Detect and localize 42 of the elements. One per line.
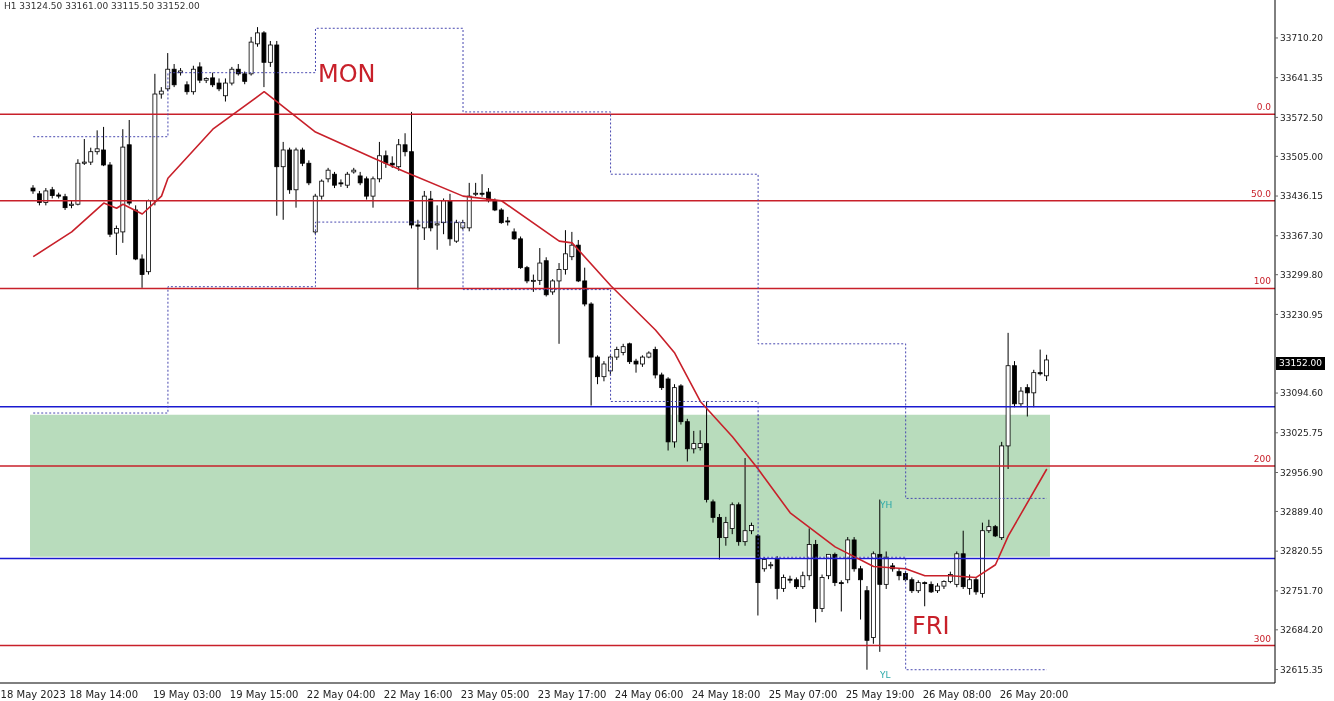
y-tick-label: 32684.20: [1280, 625, 1324, 636]
x-tick-label: 22 May 16:00: [383, 689, 453, 701]
text: 33152.00: [1276, 357, 1325, 370]
y-tick-label: 32889.40: [1280, 506, 1324, 517]
x-tick-label: 25 May 07:00: [768, 689, 838, 701]
y-tick-label: 33436.15: [1280, 191, 1323, 202]
y-tick-label: 32615.35: [1280, 664, 1323, 675]
y-tick-label: 32751.70: [1280, 586, 1324, 597]
y-tick-label: 32956.90: [1280, 467, 1324, 478]
y-tick-label: 33572.50: [1280, 112, 1324, 123]
x-tick-label: 23 May 05:00: [460, 689, 530, 701]
annotation: FRI: [912, 612, 950, 640]
x-tick-label: 26 May 08:00: [922, 689, 992, 701]
y-tick-label: 33505.00: [1280, 151, 1324, 162]
annotation: 100: [1253, 276, 1271, 287]
y-tick-label: 32820.55: [1280, 546, 1323, 557]
annotation: YL: [880, 670, 891, 680]
y-tick-label: 33299.80: [1280, 269, 1324, 280]
y-tick-label: 33641.35: [1280, 72, 1323, 83]
x-tick-label: 18 May 14:00: [69, 689, 139, 701]
y-tick-label: 33025.75: [1280, 427, 1323, 438]
annotation: 0.0: [1256, 102, 1271, 113]
x-tick-label: 25 May 19:00: [845, 689, 915, 701]
x-tick-label: 19 May 15:00: [229, 689, 299, 701]
x-tick-label: 19 May 03:00: [152, 689, 222, 701]
annotation: 200: [1253, 454, 1271, 465]
candlestick: [434, 204, 440, 251]
x-tick-label: 22 May 04:00: [306, 689, 376, 701]
annotation: 300: [1253, 633, 1271, 644]
x-tick-label: 18 May 2023: [0, 689, 66, 701]
y-tick-label: 33710.20: [1280, 33, 1324, 44]
annotation: MON: [318, 60, 376, 88]
annotation: 50.0: [1250, 188, 1271, 199]
x-tick-label: 26 May 20:00: [999, 689, 1069, 701]
y-tick-label: 33230.95: [1280, 309, 1323, 320]
x-tick-label: 23 May 17:00: [537, 689, 607, 701]
x-tick-label: 24 May 06:00: [614, 689, 684, 701]
x-tick-label: 24 May 18:00: [691, 689, 761, 701]
y-tick-label: 33094.60: [1280, 388, 1324, 399]
y-tick-label: 33367.30: [1280, 230, 1324, 241]
chart-title: H1 33124.50 33161.00 33115.50 33152.00: [4, 1, 200, 11]
annotation: YH: [880, 500, 893, 510]
